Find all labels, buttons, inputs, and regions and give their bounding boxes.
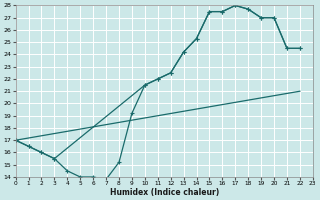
X-axis label: Humidex (Indice chaleur): Humidex (Indice chaleur): [109, 188, 219, 197]
